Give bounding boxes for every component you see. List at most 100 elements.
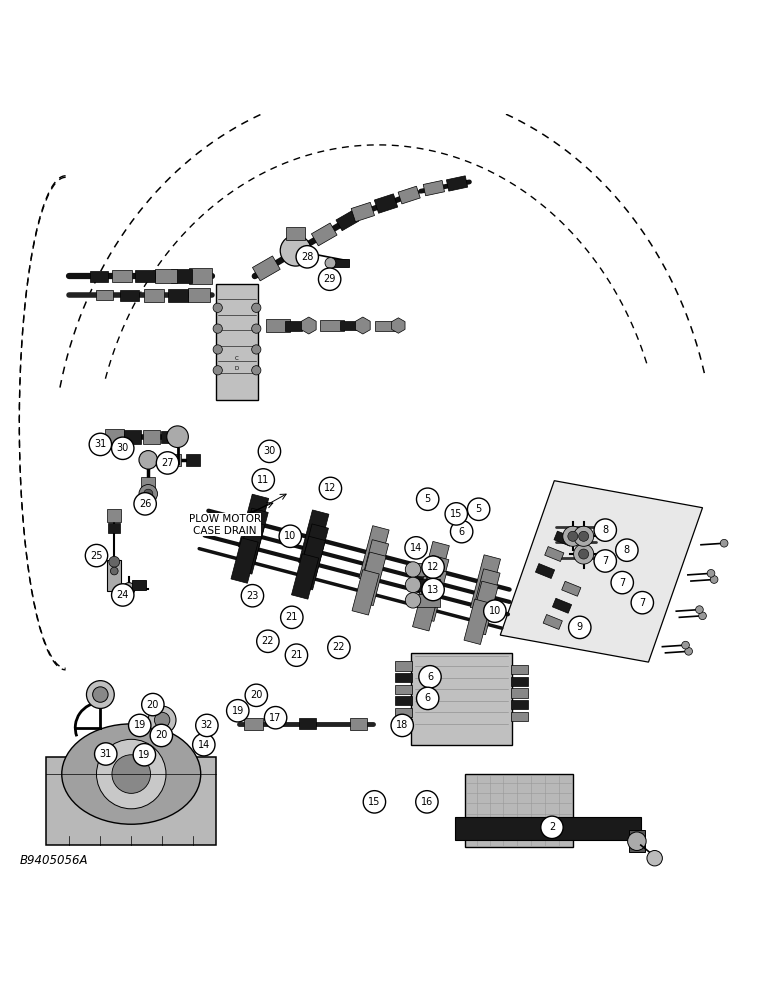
Text: 7: 7 <box>639 598 645 608</box>
Bar <box>168 289 188 302</box>
Text: 26: 26 <box>139 499 151 509</box>
Bar <box>464 599 491 644</box>
Circle shape <box>451 520 472 543</box>
Bar <box>112 270 132 282</box>
Circle shape <box>245 684 268 707</box>
Text: 23: 23 <box>246 591 259 601</box>
Circle shape <box>616 539 638 561</box>
Bar <box>107 509 121 522</box>
Bar <box>171 269 192 283</box>
Bar <box>132 580 146 590</box>
Text: 27: 27 <box>161 458 174 468</box>
Circle shape <box>320 477 342 500</box>
Bar <box>239 508 268 562</box>
Circle shape <box>405 562 421 577</box>
Polygon shape <box>355 317 371 334</box>
Bar <box>417 594 440 607</box>
Bar <box>352 570 379 615</box>
Bar <box>299 718 316 729</box>
Polygon shape <box>500 481 703 662</box>
Circle shape <box>196 714 218 737</box>
Circle shape <box>647 850 662 866</box>
Text: 14: 14 <box>410 543 422 553</box>
Text: 20: 20 <box>147 700 159 710</box>
Bar <box>398 186 420 204</box>
Circle shape <box>264 707 287 729</box>
Bar <box>292 554 319 599</box>
Circle shape <box>134 744 155 766</box>
Text: 5: 5 <box>476 504 482 514</box>
Circle shape <box>574 544 594 564</box>
Circle shape <box>252 366 261 375</box>
Circle shape <box>685 647 692 655</box>
Bar <box>395 673 412 682</box>
Circle shape <box>483 600 506 622</box>
Text: 31: 31 <box>94 439 107 449</box>
Bar <box>340 321 357 330</box>
Text: 20: 20 <box>250 690 262 700</box>
Circle shape <box>682 641 689 649</box>
Circle shape <box>541 816 564 839</box>
Text: 6: 6 <box>427 672 433 682</box>
Circle shape <box>213 366 222 375</box>
Circle shape <box>93 687 108 702</box>
Circle shape <box>112 437 134 459</box>
Text: 24: 24 <box>117 590 129 600</box>
Text: 7: 7 <box>619 578 625 588</box>
Circle shape <box>594 519 616 541</box>
Polygon shape <box>391 318 405 333</box>
Bar <box>360 540 388 593</box>
Circle shape <box>252 345 261 354</box>
Circle shape <box>258 440 281 463</box>
Bar <box>320 320 344 331</box>
Circle shape <box>144 489 153 498</box>
Bar <box>562 581 581 596</box>
Circle shape <box>213 324 222 333</box>
Bar <box>554 531 573 546</box>
Bar <box>350 718 367 730</box>
Bar <box>511 688 528 698</box>
Text: 8: 8 <box>624 545 630 555</box>
Bar <box>96 290 113 300</box>
Bar <box>359 526 389 583</box>
Bar <box>107 560 121 591</box>
Text: 9: 9 <box>577 622 583 632</box>
Text: 22: 22 <box>333 642 345 652</box>
Bar <box>417 579 440 591</box>
Circle shape <box>327 636 350 659</box>
Bar <box>189 268 212 284</box>
Bar <box>395 696 412 705</box>
Circle shape <box>109 556 120 567</box>
Circle shape <box>242 585 264 607</box>
Circle shape <box>110 567 118 575</box>
Circle shape <box>150 724 172 747</box>
Bar <box>239 494 269 551</box>
Bar <box>299 510 329 567</box>
Circle shape <box>418 666 442 688</box>
Circle shape <box>154 712 170 728</box>
Bar <box>395 685 412 694</box>
Bar <box>108 523 120 533</box>
Text: 5: 5 <box>425 494 431 504</box>
Circle shape <box>468 498 490 520</box>
Text: 7: 7 <box>602 556 608 566</box>
Bar <box>511 677 528 686</box>
Circle shape <box>167 426 188 448</box>
Bar <box>455 817 641 840</box>
Bar <box>418 568 447 621</box>
Circle shape <box>227 700 249 722</box>
Circle shape <box>128 714 151 737</box>
Circle shape <box>123 583 135 595</box>
Bar <box>300 524 328 578</box>
Bar <box>166 454 181 466</box>
Bar <box>423 180 445 196</box>
Circle shape <box>574 526 594 546</box>
Bar <box>395 708 412 717</box>
Circle shape <box>445 503 468 525</box>
Circle shape <box>594 550 616 572</box>
Circle shape <box>296 246 319 268</box>
Text: 17: 17 <box>269 713 282 723</box>
Text: 15: 15 <box>450 509 462 519</box>
Bar <box>215 284 258 400</box>
Circle shape <box>611 571 634 594</box>
